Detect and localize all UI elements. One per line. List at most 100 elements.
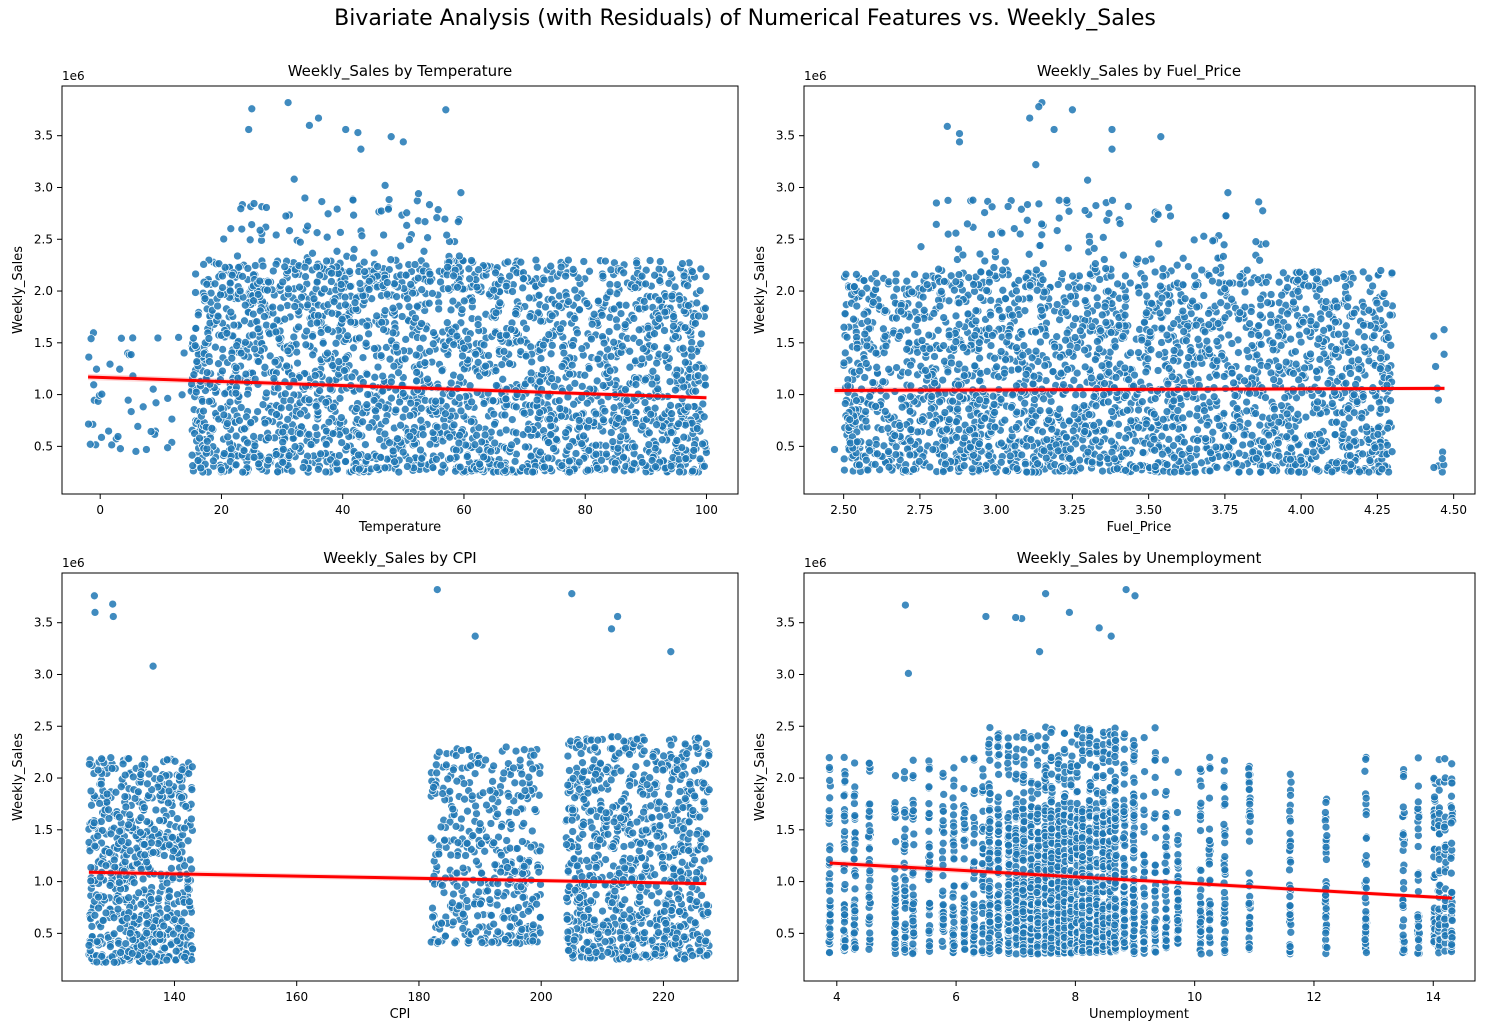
data-point bbox=[652, 358, 662, 368]
data-point bbox=[631, 380, 641, 389]
data-point bbox=[496, 460, 506, 470]
data-point bbox=[675, 295, 684, 304]
data-point bbox=[360, 267, 369, 276]
data-point bbox=[657, 435, 667, 445]
data-point bbox=[561, 271, 570, 281]
data-point bbox=[1150, 267, 1160, 277]
data-point bbox=[223, 432, 233, 442]
data-point bbox=[1101, 318, 1111, 327]
data-point bbox=[650, 270, 659, 280]
data-point bbox=[179, 348, 189, 358]
data-point bbox=[891, 442, 901, 452]
x-tick-label: 20 bbox=[214, 503, 229, 517]
data-point bbox=[471, 349, 481, 359]
data-point bbox=[321, 440, 331, 449]
data-point bbox=[557, 362, 567, 371]
data-point bbox=[554, 301, 564, 311]
data-point bbox=[354, 430, 364, 440]
data-point bbox=[616, 432, 626, 442]
data-point bbox=[919, 305, 929, 315]
data-point bbox=[583, 465, 593, 475]
data-point bbox=[536, 316, 546, 326]
data-point bbox=[278, 437, 288, 447]
data-point bbox=[884, 364, 894, 374]
data-point bbox=[617, 341, 627, 351]
data-point bbox=[1364, 273, 1374, 283]
data-point bbox=[347, 372, 357, 382]
data-point bbox=[935, 301, 945, 311]
data-point bbox=[556, 324, 565, 334]
data-point bbox=[975, 376, 984, 386]
data-point bbox=[679, 432, 689, 442]
data-point bbox=[1134, 348, 1143, 357]
data-point bbox=[229, 320, 239, 330]
data-point bbox=[453, 217, 463, 227]
data-point bbox=[449, 271, 458, 281]
data-point bbox=[645, 256, 655, 265]
data-point bbox=[225, 278, 235, 288]
data-point bbox=[1110, 342, 1120, 352]
data-point bbox=[1030, 395, 1039, 404]
data-point bbox=[376, 351, 386, 360]
data-point bbox=[1291, 359, 1301, 369]
data-point bbox=[1080, 296, 1090, 305]
data-point bbox=[328, 361, 338, 370]
data-point bbox=[446, 378, 456, 388]
data-point bbox=[857, 288, 867, 298]
data-point bbox=[240, 424, 249, 434]
data-point bbox=[565, 456, 574, 466]
data-point bbox=[591, 449, 601, 459]
scatter-series bbox=[830, 98, 1449, 477]
x-tick-label: 40 bbox=[335, 503, 350, 517]
data-point bbox=[538, 340, 548, 350]
data-point bbox=[849, 314, 858, 324]
data-point bbox=[465, 274, 474, 284]
data-point bbox=[1219, 372, 1229, 381]
data-point bbox=[647, 379, 657, 389]
data-point bbox=[1121, 466, 1130, 475]
data-point bbox=[249, 432, 258, 441]
data-point bbox=[151, 398, 161, 408]
data-point bbox=[678, 343, 688, 353]
data-point bbox=[609, 337, 619, 347]
data-point bbox=[331, 338, 341, 348]
data-point bbox=[362, 400, 372, 410]
data-point bbox=[880, 407, 890, 416]
data-point bbox=[432, 213, 442, 223]
data-point bbox=[416, 415, 426, 425]
data-point bbox=[906, 436, 915, 446]
data-point bbox=[1000, 415, 1010, 425]
data-point bbox=[298, 463, 308, 472]
data-point bbox=[1070, 403, 1080, 413]
data-point bbox=[1232, 404, 1242, 413]
data-point bbox=[644, 428, 654, 438]
data-point bbox=[839, 454, 849, 464]
data-point bbox=[341, 125, 351, 134]
data-point bbox=[369, 396, 379, 405]
data-point bbox=[394, 467, 404, 477]
data-point bbox=[220, 263, 230, 272]
data-point bbox=[630, 442, 640, 452]
data-point bbox=[231, 431, 241, 441]
data-point bbox=[388, 303, 398, 313]
data-point bbox=[700, 373, 710, 383]
data-point bbox=[362, 369, 372, 379]
data-point bbox=[606, 352, 616, 361]
data-point bbox=[601, 256, 610, 266]
data-point bbox=[556, 262, 566, 272]
data-point bbox=[328, 429, 338, 438]
data-point bbox=[1379, 289, 1389, 298]
data-point bbox=[679, 271, 689, 281]
data-point bbox=[294, 322, 303, 332]
data-point bbox=[568, 265, 578, 274]
data-point bbox=[701, 272, 711, 281]
data-point bbox=[640, 375, 650, 385]
data-point bbox=[1186, 454, 1196, 463]
data-point bbox=[446, 305, 456, 315]
data-point bbox=[218, 366, 227, 376]
data-point bbox=[989, 463, 998, 473]
data-point bbox=[396, 420, 405, 430]
data-point bbox=[852, 396, 861, 405]
data-point bbox=[1036, 337, 1045, 347]
data-point bbox=[1190, 271, 1199, 281]
